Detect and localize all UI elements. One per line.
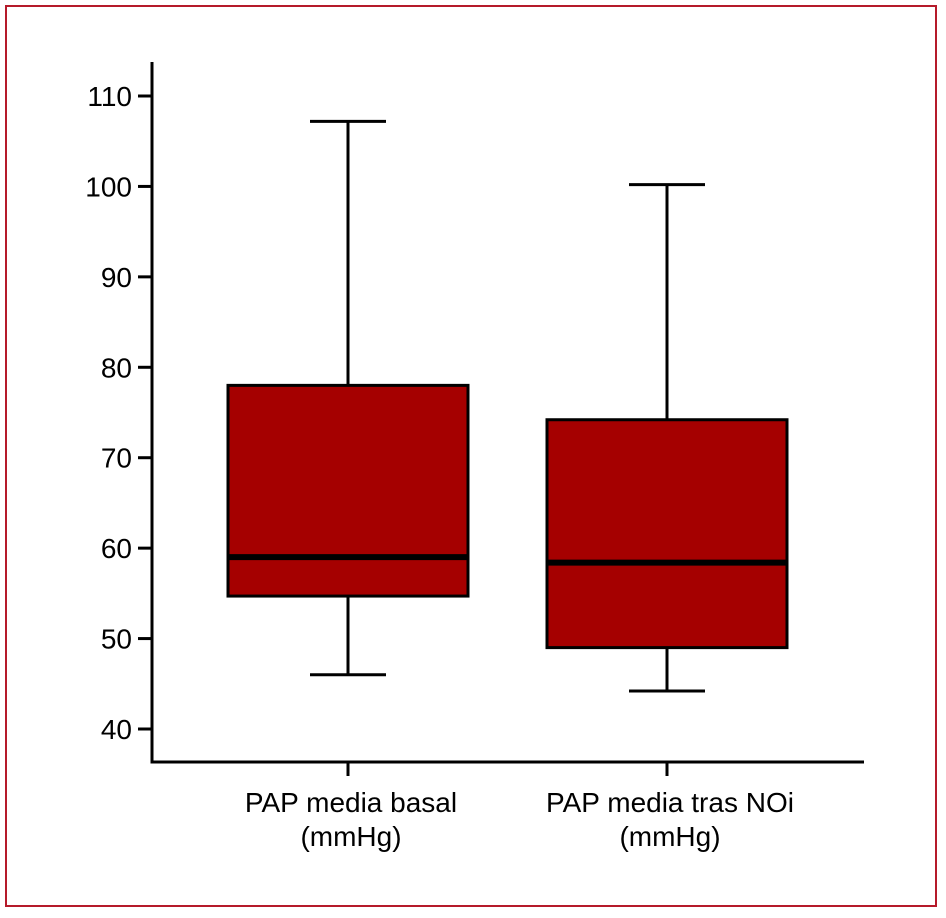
axes <box>150 62 864 764</box>
y-tick-label: 90 <box>101 262 132 293</box>
y-tick-label: 80 <box>101 352 132 383</box>
y-tick-label: 50 <box>101 624 132 655</box>
y-tick-label: 40 <box>101 714 132 745</box>
iqr-box <box>545 418 789 650</box>
box-2 <box>545 183 789 693</box>
category-label-line: PAP media tras NOi <box>546 787 794 818</box>
x-ticks <box>346 762 669 776</box>
y-ticks: 40 50 60 70 80 90 100 110 <box>85 81 152 745</box>
y-tick-label: 70 <box>101 443 132 474</box>
iqr-box <box>226 383 470 598</box>
category-label-line: (mmHg) <box>619 821 720 852</box>
y-tick-label: 100 <box>85 171 132 202</box>
box-1 <box>226 119 470 677</box>
y-tick-label: 110 <box>87 81 132 112</box>
category-label-line: (mmHg) <box>300 821 401 852</box>
category-labels: PAP media basal(mmHg)PAP media tras NOi(… <box>245 787 794 852</box>
y-tick-label: 60 <box>101 533 132 564</box>
boxes <box>226 119 789 693</box>
category-label-line: PAP media basal <box>245 787 457 818</box>
